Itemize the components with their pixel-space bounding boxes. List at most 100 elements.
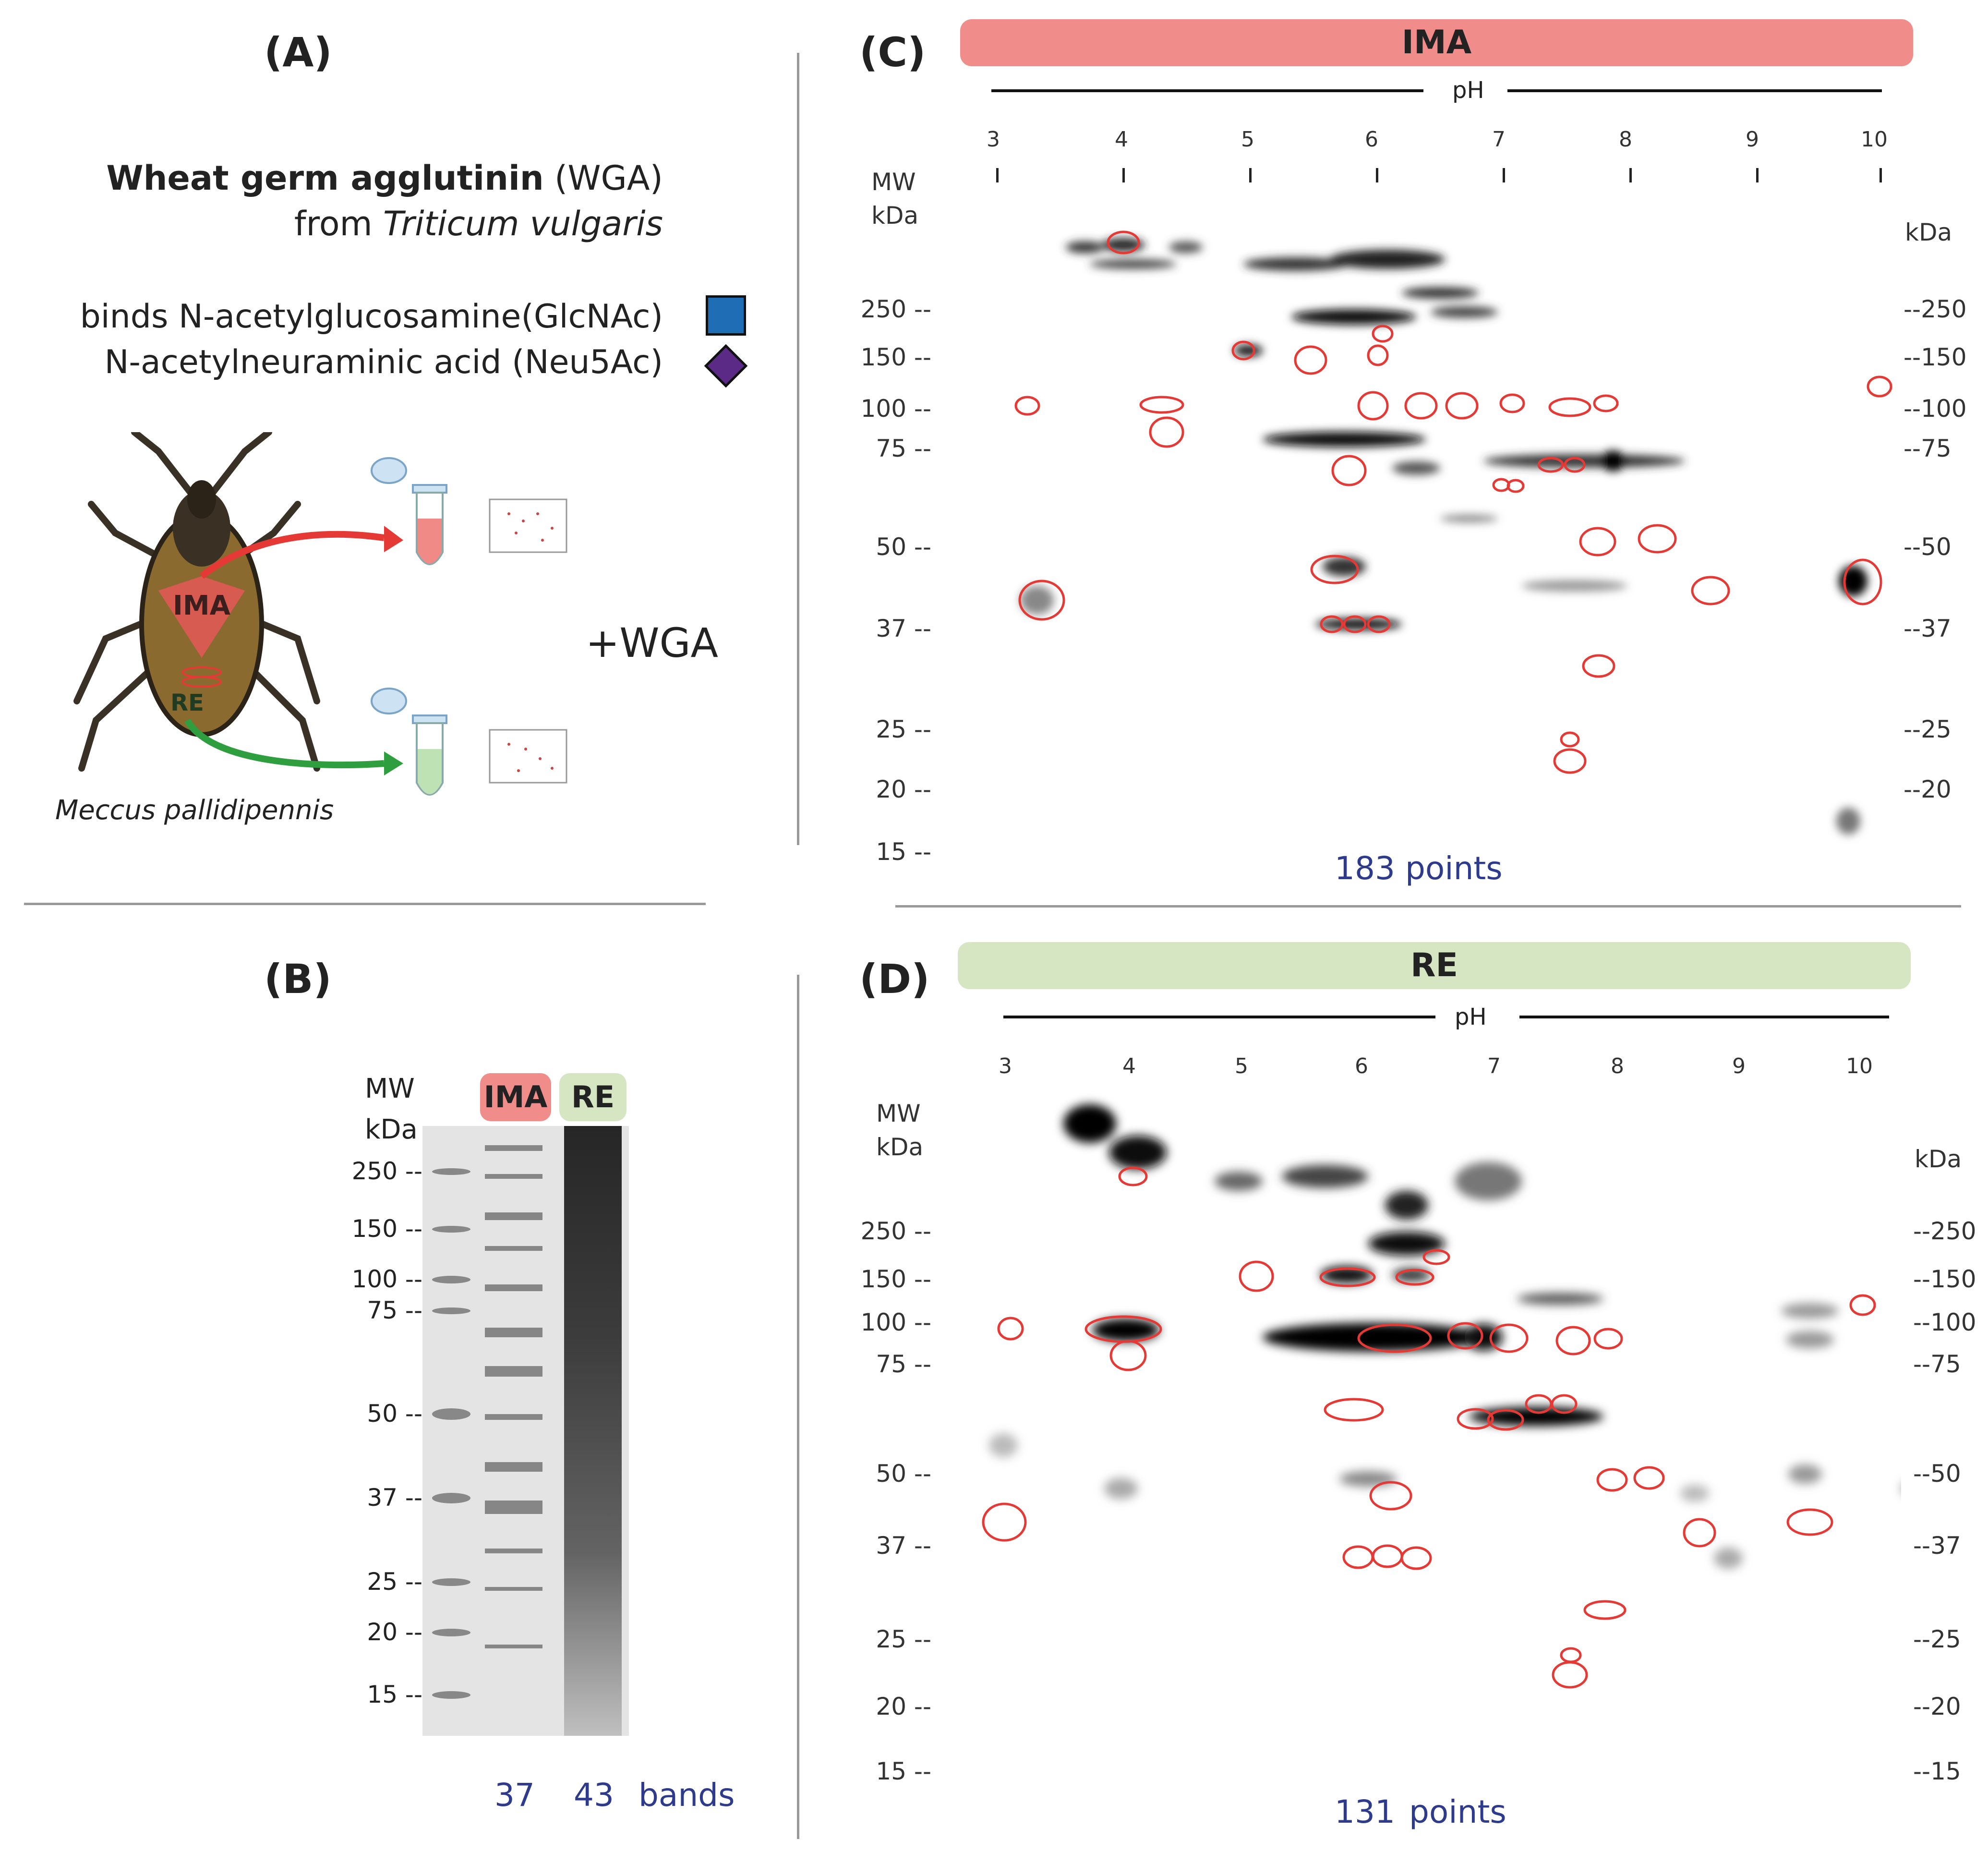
mw-marker-d: 100 -- bbox=[860, 1308, 931, 1336]
ph-axis-line-d-right bbox=[1519, 1016, 1889, 1018]
ph-tick-c: 3 bbox=[987, 127, 1000, 152]
mw-right-marker-d: --20 bbox=[1913, 1693, 1961, 1720]
mw-marker-d: 15 -- bbox=[876, 1757, 931, 1785]
ph-tick-c: 10 bbox=[1861, 127, 1888, 152]
panel-d-label: (D) bbox=[859, 956, 930, 1003]
insect-label-ima: IMA bbox=[173, 590, 231, 621]
panel-c-label: (C) bbox=[859, 29, 926, 76]
separator-vertical-top bbox=[797, 53, 799, 845]
gel-thumbnail-re bbox=[489, 729, 567, 784]
ph-tick-d: 9 bbox=[1732, 1054, 1746, 1078]
ph-tick-c: 5 bbox=[1241, 127, 1254, 152]
neu5ac-diamond-icon bbox=[704, 344, 748, 388]
mw-right-marker-d: --15 bbox=[1913, 1757, 1961, 1785]
ima-banner: IMA bbox=[960, 19, 1913, 66]
kda-right-c: kDa bbox=[1905, 218, 1952, 246]
gel-b-marker: 75 -- bbox=[367, 1296, 422, 1324]
gel-b-kda-label: kDa bbox=[365, 1114, 418, 1145]
lane-re-tag: RE bbox=[559, 1073, 627, 1121]
panel-b-label: (B) bbox=[264, 956, 332, 1003]
ph-label-d: pH bbox=[1455, 1004, 1487, 1030]
mw-left-markers-d: 250 -- 150 -- 100 -- 75 -- 50 -- 37 -- 2… bbox=[840, 0, 931, 1825]
points-count-c: 183 points bbox=[1335, 850, 1503, 887]
gel-d-2d bbox=[982, 1104, 1876, 1689]
separator-vertical-bottom bbox=[797, 975, 799, 1839]
mw-marker-c: 37 -- bbox=[876, 615, 931, 642]
gel-b-marker: 20 -- bbox=[367, 1618, 422, 1646]
wga-title: Wheat germ agglutinin (WGA) bbox=[106, 158, 663, 198]
mw-right-markers-c: --250 --150 --100 --75 --50 --37 --25 --… bbox=[1904, 0, 1988, 888]
gel-c-spots bbox=[1020, 238, 1868, 835]
wga-title-abbr: (WGA) bbox=[554, 158, 663, 198]
wga-treatment-label: +WGA bbox=[586, 619, 718, 666]
gel-b-marker: 100 -- bbox=[351, 1265, 422, 1293]
ph-tick-d: 4 bbox=[1122, 1054, 1136, 1078]
gel-thumbnail-ima bbox=[489, 498, 567, 553]
mw-marker-c: 15 -- bbox=[876, 838, 931, 866]
band-count-re: 43 bbox=[574, 1777, 614, 1814]
panel-a-label: (A) bbox=[264, 29, 332, 76]
gel-b-marker: 15 -- bbox=[367, 1681, 422, 1708]
mw-right-marker-c: --37 bbox=[1904, 615, 1952, 642]
points-count-d: 131 bbox=[1335, 1793, 1395, 1830]
mw-marker-d: 250 -- bbox=[860, 1217, 931, 1245]
ph-tick-marks-c bbox=[996, 168, 1884, 182]
gel-ladder bbox=[432, 1168, 470, 1699]
ph-tick-d: 7 bbox=[1487, 1054, 1501, 1078]
mw-right-marker-c: --20 bbox=[1904, 775, 1952, 803]
mw-label-c: MW bbox=[871, 168, 916, 196]
mw-marker-d: 150 -- bbox=[860, 1265, 931, 1293]
ph-tick-d: 6 bbox=[1355, 1054, 1368, 1078]
separator-a-b bbox=[24, 903, 706, 905]
lane-ima-tag: IMA bbox=[480, 1073, 551, 1121]
points-label-d: points bbox=[1409, 1793, 1506, 1830]
species-name: Meccus pallidipennis bbox=[55, 795, 334, 826]
gel-b-marker: 37 -- bbox=[367, 1484, 422, 1512]
ph-tick-c: 6 bbox=[1365, 127, 1378, 152]
mw-label-d: MW bbox=[876, 1100, 921, 1127]
ph-tick-c: 9 bbox=[1746, 127, 1759, 152]
mw-right-marker-c: --75 bbox=[1904, 435, 1952, 462]
mw-right-marker-c: --50 bbox=[1904, 533, 1952, 561]
ph-tick-c: 7 bbox=[1492, 127, 1506, 152]
ph-tick-d: 5 bbox=[1235, 1054, 1248, 1078]
bands-label: bands bbox=[639, 1777, 735, 1814]
gel-b-marker: 250 -- bbox=[351, 1157, 422, 1185]
mw-marker-d: 25 -- bbox=[876, 1625, 931, 1653]
mw-right-marker-c: --100 bbox=[1904, 395, 1967, 423]
mw-left-markers-c: 250 -- 150 -- 100 -- 75 -- 50 -- 37 -- 2… bbox=[840, 0, 931, 888]
ph-axis-line-d bbox=[1003, 1016, 1435, 1018]
mw-right-marker-d: --25 bbox=[1913, 1625, 1961, 1653]
gel-c-circles bbox=[1014, 230, 1892, 774]
ph-label-c: pH bbox=[1452, 77, 1484, 104]
mw-right-marker-c: --250 bbox=[1904, 295, 1967, 323]
wga-source: from Triticum vulgaris bbox=[294, 204, 663, 243]
mw-right-marker-d: --250 bbox=[1913, 1217, 1976, 1245]
ph-axis-line-c bbox=[991, 89, 1423, 92]
ph-tick-d: 10 bbox=[1846, 1054, 1873, 1078]
mw-marker-d: 20 -- bbox=[876, 1693, 931, 1720]
mw-right-marker-d: --75 bbox=[1913, 1350, 1961, 1378]
wga-source-prefix: from bbox=[294, 204, 373, 243]
gel-lane-ima bbox=[485, 1145, 542, 1648]
insect-diagram: IMA RE bbox=[73, 432, 567, 796]
mw-marker-c: 250 -- bbox=[860, 295, 931, 323]
kda-left-c: kDa bbox=[871, 202, 919, 230]
gel-b-marker: 25 -- bbox=[367, 1568, 422, 1596]
mw-right-marker-c: --25 bbox=[1904, 715, 1952, 743]
band-count-ima: 37 bbox=[494, 1777, 535, 1814]
mw-right-marker-d: --100 bbox=[1913, 1308, 1976, 1336]
mw-marker-c: 100 -- bbox=[860, 395, 931, 423]
mw-right-marker-d: --150 bbox=[1913, 1265, 1976, 1293]
mw-right-marker-c: --150 bbox=[1904, 343, 1967, 371]
wga-source-species: Triticum vulgaris bbox=[383, 204, 663, 243]
glcnac-square-icon bbox=[706, 295, 746, 336]
gel-b-markers: 250 -- 150 -- 100 -- 75 -- 50 -- 37 -- 2… bbox=[350, 1126, 422, 1736]
gel-b-image bbox=[422, 1126, 629, 1736]
mw-marker-c: 20 -- bbox=[876, 775, 931, 803]
gel-b-marker: 150 -- bbox=[351, 1215, 422, 1243]
ph-tick-c: 4 bbox=[1115, 127, 1128, 152]
gel-b-marker: 50 -- bbox=[367, 1400, 422, 1428]
mw-marker-c: 25 -- bbox=[876, 715, 931, 743]
binds-glcnac-text: binds N-acetylglucosamine(GlcNAc) bbox=[80, 298, 663, 336]
